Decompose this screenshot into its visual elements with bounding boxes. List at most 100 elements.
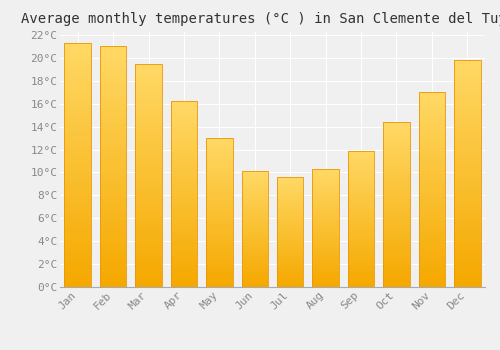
- Bar: [383, 198, 409, 201]
- Bar: [242, 243, 268, 245]
- Bar: [454, 92, 480, 97]
- Bar: [242, 250, 268, 252]
- Bar: [277, 265, 303, 267]
- Bar: [418, 190, 445, 194]
- Bar: [277, 199, 303, 201]
- Bar: [277, 258, 303, 261]
- Bar: [242, 268, 268, 271]
- Bar: [277, 241, 303, 243]
- Bar: [383, 231, 409, 234]
- Bar: [242, 254, 268, 257]
- Bar: [100, 128, 126, 133]
- Bar: [136, 117, 162, 122]
- Bar: [242, 248, 268, 250]
- Bar: [454, 255, 480, 260]
- Bar: [454, 142, 480, 146]
- Bar: [206, 239, 233, 242]
- Bar: [206, 284, 233, 287]
- Bar: [418, 182, 445, 186]
- Bar: [136, 64, 162, 68]
- Bar: [64, 150, 91, 155]
- Bar: [136, 131, 162, 135]
- Bar: [383, 165, 409, 168]
- Bar: [64, 48, 91, 53]
- Bar: [100, 258, 126, 263]
- Bar: [242, 201, 268, 204]
- Bar: [418, 170, 445, 174]
- Bar: [383, 195, 409, 198]
- Bar: [454, 278, 480, 282]
- Bar: [100, 90, 126, 95]
- Bar: [136, 104, 162, 108]
- Bar: [136, 247, 162, 251]
- Bar: [136, 274, 162, 278]
- Bar: [242, 261, 268, 264]
- Bar: [206, 180, 233, 183]
- Bar: [312, 218, 339, 221]
- Bar: [136, 68, 162, 72]
- Bar: [206, 245, 233, 248]
- Bar: [242, 181, 268, 183]
- Bar: [312, 245, 339, 247]
- Bar: [277, 252, 303, 254]
- Bar: [277, 197, 303, 199]
- Bar: [383, 145, 409, 148]
- Bar: [64, 258, 91, 262]
- Bar: [242, 192, 268, 194]
- Bar: [277, 230, 303, 232]
- Bar: [136, 198, 162, 202]
- Bar: [136, 184, 162, 189]
- Bar: [170, 124, 197, 127]
- Bar: [348, 197, 374, 200]
- Bar: [242, 211, 268, 213]
- Bar: [64, 233, 91, 238]
- Bar: [136, 153, 162, 158]
- Bar: [418, 271, 445, 275]
- Bar: [383, 132, 409, 135]
- Bar: [348, 271, 374, 273]
- Bar: [136, 224, 162, 229]
- Bar: [242, 227, 268, 229]
- Bar: [170, 161, 197, 164]
- Bar: [136, 140, 162, 144]
- Bar: [242, 215, 268, 218]
- Bar: [277, 179, 303, 181]
- Bar: [64, 146, 91, 150]
- Bar: [383, 201, 409, 204]
- Bar: [312, 221, 339, 223]
- Bar: [418, 252, 445, 256]
- Bar: [206, 254, 233, 257]
- Bar: [100, 172, 126, 176]
- Bar: [136, 216, 162, 220]
- Bar: [312, 254, 339, 256]
- Bar: [454, 101, 480, 105]
- Bar: [64, 111, 91, 116]
- Bar: [277, 201, 303, 203]
- Bar: [418, 232, 445, 236]
- Bar: [383, 271, 409, 274]
- Bar: [277, 234, 303, 236]
- Bar: [206, 212, 233, 216]
- Bar: [418, 283, 445, 287]
- Bar: [277, 215, 303, 217]
- Bar: [100, 157, 126, 162]
- Bar: [242, 241, 268, 243]
- Bar: [100, 47, 126, 287]
- Bar: [136, 82, 162, 86]
- Bar: [348, 191, 374, 194]
- Bar: [64, 219, 91, 224]
- Bar: [348, 246, 374, 249]
- Bar: [277, 212, 303, 215]
- Bar: [383, 185, 409, 188]
- Bar: [206, 150, 233, 153]
- Bar: [170, 168, 197, 172]
- Bar: [170, 139, 197, 142]
- Bar: [206, 147, 233, 150]
- Bar: [242, 174, 268, 176]
- Bar: [170, 153, 197, 157]
- Bar: [206, 218, 233, 222]
- Bar: [418, 267, 445, 271]
- Bar: [136, 269, 162, 274]
- Bar: [418, 197, 445, 201]
- Bar: [312, 169, 339, 171]
